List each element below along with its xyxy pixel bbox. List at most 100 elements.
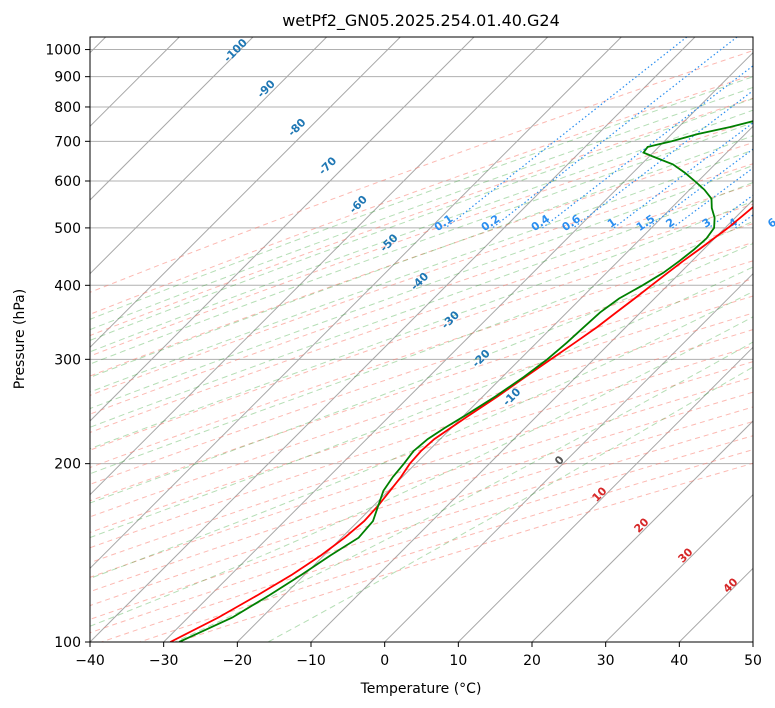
- dry-adiabat-line: [90, 97, 753, 337]
- isotherm-line: [90, 37, 401, 349]
- isotherm-line: [236, 125, 753, 642]
- isotherm-line: [163, 51, 753, 642]
- x-tick-label: −20: [223, 653, 253, 669]
- isotherm-line: [531, 420, 753, 642]
- chart-title: wetPf2_GN05.2025.254.01.40.G24: [282, 11, 560, 31]
- dry-adiabat-line: [90, 295, 753, 518]
- isotherm-line: [752, 641, 753, 642]
- dry-adiabat-line: [90, 203, 753, 433]
- x-tick-label: 10: [449, 653, 467, 669]
- moist-adiabat-label: -100: [221, 36, 250, 65]
- dry-adiabat-line: [90, 391, 753, 607]
- moist-adiabat-line: [90, 98, 753, 341]
- mixing-ratio-line: [672, 167, 753, 229]
- mixing-ratio-label: 0.6: [560, 212, 584, 234]
- y-tick-label: 900: [54, 70, 81, 86]
- x-tick-label: 30: [597, 653, 615, 669]
- temperature-profile-line: [169, 205, 753, 642]
- x-tick-label: 50: [744, 653, 762, 669]
- moist-adiabat-line: [90, 109, 753, 353]
- y-tick-label: 100: [54, 635, 81, 651]
- dry-adiabat-line: [90, 260, 753, 485]
- moist-adiabat-label: -10: [500, 385, 523, 408]
- x-tick-label: −10: [296, 653, 326, 669]
- dry-adiabat-line: [90, 345, 753, 564]
- isotherm-line: [90, 37, 328, 275]
- y-tick-label: 500: [54, 221, 81, 237]
- x-tick-label: −30: [149, 653, 179, 669]
- moist-adiabat-label: -20: [470, 347, 493, 370]
- y-tick-label: 1000: [45, 43, 81, 59]
- isotherm-label: 0: [552, 453, 567, 468]
- moist-adiabat-label: -60: [347, 193, 370, 216]
- mixing-ratio-line: [613, 122, 753, 229]
- isotherm-line: [310, 199, 753, 642]
- dewpoint-profile-line: [178, 120, 753, 642]
- isotherm-line: [457, 346, 753, 642]
- y-tick-label: 700: [54, 134, 81, 150]
- x-axis: −40 −30 −20 −10 0 10 20 30 40 50: [75, 642, 762, 669]
- isotherm-label: 30: [676, 545, 696, 565]
- y-tick-label: 200: [54, 457, 81, 473]
- moist-adiabat-label: -30: [439, 308, 462, 331]
- y-tick-label: 300: [54, 352, 81, 368]
- series-layer: [169, 120, 753, 642]
- moist-adiabat-line: [90, 76, 753, 320]
- mixing-ratio-label: 0.1: [432, 212, 455, 234]
- dry-adiabat-line: [90, 74, 753, 315]
- mixing-ratio-label: 0.2: [479, 212, 502, 234]
- plot-frame: [89, 36, 754, 643]
- isotherm-label: 10: [590, 484, 610, 504]
- x-tick-label: 20: [523, 653, 541, 669]
- moist-adiabat-line: [90, 86, 753, 331]
- dry-adiabat-line: [90, 142, 753, 377]
- mixing-ratio-line: [734, 214, 753, 229]
- y-tick-label: 400: [54, 278, 81, 294]
- x-tick-label: 0: [380, 653, 389, 669]
- moist-adiabat-line: [267, 366, 753, 642]
- moist-adiabat-label: -50: [377, 231, 400, 254]
- x-tick-label: 40: [670, 653, 688, 669]
- moist-adiabat-label: -70: [316, 154, 339, 177]
- isotherm-line: [90, 37, 622, 570]
- dry-adiabat-line: [90, 329, 753, 549]
- dry-adiabat-line: [90, 163, 753, 396]
- dry-adiabat-line: [90, 376, 753, 593]
- isotherm-line: [90, 37, 254, 201]
- moist-adiabat-line: [90, 200, 753, 450]
- mixing-ratio-line: [708, 194, 753, 229]
- moist-adiabat-line: [90, 242, 753, 504]
- grid-layer: [90, 37, 753, 642]
- y-tick-label: 600: [54, 174, 81, 190]
- mixing-ratio-line: [572, 89, 753, 229]
- mixing-ratio-label: 6: [765, 215, 775, 230]
- isotherm-line: [90, 37, 475, 422]
- x-tick-label: −40: [75, 653, 105, 669]
- mixing-ratio-line: [492, 37, 738, 229]
- isotherm-line: [90, 37, 549, 496]
- moist-adiabat-label: -40: [408, 270, 431, 293]
- y-axis: 100 200 300 400 500 600 700 800 900 1000: [45, 43, 90, 651]
- mixing-ratio-label: 1.5: [634, 212, 657, 234]
- moist-adiabat-line: [90, 181, 753, 428]
- x-axis-title: Temperature (°C): [360, 681, 482, 697]
- dry-adiabat-line: [101, 435, 753, 642]
- isotherm-line: [90, 37, 696, 642]
- moist-adiabat-line: [90, 266, 753, 539]
- moist-adiabat-line: [90, 291, 753, 579]
- moist-adiabat-label: -90: [255, 77, 278, 100]
- isotherm-line: [384, 272, 753, 642]
- y-axis-title: Pressure (hPa): [12, 289, 28, 389]
- moist-adiabat-line: [90, 316, 753, 627]
- dry-adiabat-line: [90, 241, 753, 469]
- isotherm-label: 40: [721, 575, 741, 595]
- moist-adiabat-line: [90, 164, 753, 410]
- y-tick-label: 800: [54, 100, 81, 116]
- isotherm-label: 20: [632, 515, 652, 535]
- dry-adiabat-line: [90, 50, 753, 293]
- dry-adiabat-line: [90, 183, 753, 415]
- mixing-ratio-line: [542, 65, 753, 229]
- moist-adiabat-label: -80: [285, 116, 308, 139]
- isotherm-line: [605, 493, 753, 642]
